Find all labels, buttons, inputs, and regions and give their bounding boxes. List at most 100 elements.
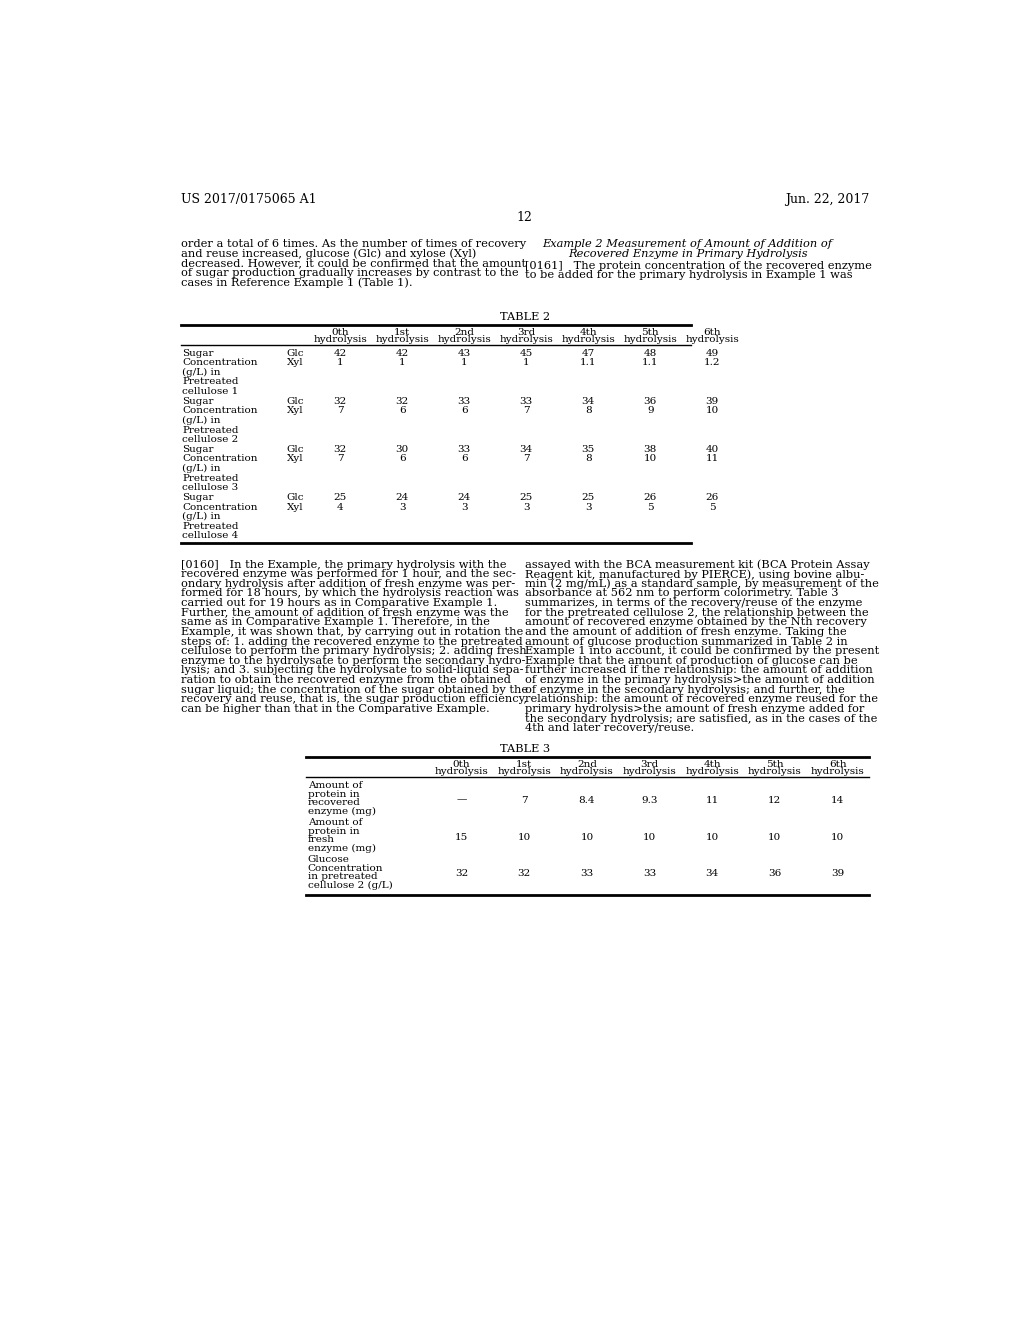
- Text: hydrolysis: hydrolysis: [498, 767, 551, 776]
- Text: 36: 36: [644, 397, 657, 405]
- Text: Jun. 22, 2017: Jun. 22, 2017: [784, 193, 869, 206]
- Text: Concentration: Concentration: [308, 863, 383, 873]
- Text: (g/L) in: (g/L) in: [182, 416, 221, 425]
- Text: hydrolysis: hydrolysis: [623, 767, 677, 776]
- Text: 25: 25: [520, 492, 532, 502]
- Text: hydrolysis: hydrolysis: [435, 767, 488, 776]
- Text: steps of: 1. adding the recovered enzyme to the pretreated: steps of: 1. adding the recovered enzyme…: [180, 636, 522, 647]
- Text: amount of recovered enzyme obtained by the Nth recovery: amount of recovered enzyme obtained by t…: [524, 618, 866, 627]
- Text: Sugar: Sugar: [182, 445, 214, 454]
- Text: for the pretreated cellulose 2, the relationship between the: for the pretreated cellulose 2, the rela…: [524, 607, 868, 618]
- Text: —: —: [457, 796, 467, 805]
- Text: cellulose 2: cellulose 2: [182, 436, 239, 445]
- Text: 35: 35: [582, 445, 595, 454]
- Text: 10: 10: [581, 833, 594, 842]
- Text: 3: 3: [523, 503, 529, 512]
- Text: 7: 7: [523, 407, 529, 416]
- Text: 32: 32: [517, 870, 530, 879]
- Text: 6th: 6th: [828, 760, 847, 768]
- Text: 40: 40: [706, 445, 719, 454]
- Text: 3rd: 3rd: [640, 760, 658, 768]
- Text: Glc: Glc: [287, 445, 304, 454]
- Text: Glc: Glc: [287, 492, 304, 502]
- Text: hydrolysis: hydrolysis: [376, 335, 429, 345]
- Text: 32: 32: [455, 870, 468, 879]
- Text: Reagent kit, manufactured by PIERCE), using bovine albu-: Reagent kit, manufactured by PIERCE), us…: [524, 569, 864, 579]
- Text: 32: 32: [334, 397, 347, 405]
- Text: to be added for the primary hydrolysis in Example 1 was: to be added for the primary hydrolysis i…: [524, 271, 852, 280]
- Text: 3: 3: [399, 503, 406, 512]
- Text: cellulose 2 (g/L): cellulose 2 (g/L): [308, 880, 392, 890]
- Text: Xyl: Xyl: [287, 358, 304, 367]
- Text: 2nd: 2nd: [455, 327, 474, 337]
- Text: 15: 15: [455, 833, 468, 842]
- Text: 42: 42: [334, 348, 347, 358]
- Text: 36: 36: [768, 870, 781, 879]
- Text: Concentration: Concentration: [182, 503, 258, 512]
- Text: 7: 7: [521, 796, 527, 805]
- Text: 3: 3: [461, 503, 468, 512]
- Text: 5th: 5th: [766, 760, 783, 768]
- Text: 30: 30: [395, 445, 409, 454]
- Text: Xyl: Xyl: [287, 454, 304, 463]
- Text: 7: 7: [337, 454, 344, 463]
- Text: Xyl: Xyl: [287, 503, 304, 512]
- Text: Further, the amount of addition of fresh enzyme was the: Further, the amount of addition of fresh…: [180, 607, 508, 618]
- Text: 10: 10: [706, 407, 719, 416]
- Text: 10: 10: [517, 833, 530, 842]
- Text: hydrolysis: hydrolysis: [685, 335, 739, 345]
- Text: same as in Comparative Example 1. Therefore, in the: same as in Comparative Example 1. Theref…: [180, 618, 489, 627]
- Text: 9: 9: [647, 407, 653, 416]
- Text: 6: 6: [399, 454, 406, 463]
- Text: 26: 26: [706, 492, 719, 502]
- Text: Amount of: Amount of: [308, 818, 362, 828]
- Text: cellulose to perform the primary hydrolysis; 2. adding fresh: cellulose to perform the primary hydroly…: [180, 647, 526, 656]
- Text: order a total of 6 times. As the number of times of recovery: order a total of 6 times. As the number …: [180, 239, 526, 249]
- Text: ondary hydrolysis after addition of fresh enzyme was per-: ondary hydrolysis after addition of fres…: [180, 579, 515, 589]
- Text: cellulose 1: cellulose 1: [182, 387, 239, 396]
- Text: enzyme (mg): enzyme (mg): [308, 843, 376, 853]
- Text: 1.2: 1.2: [705, 358, 721, 367]
- Text: 33: 33: [458, 397, 471, 405]
- Text: Pretreated: Pretreated: [182, 378, 239, 387]
- Text: 5: 5: [709, 503, 716, 512]
- Text: and reuse increased, glucose (Glc) and xylose (Xyl): and reuse increased, glucose (Glc) and x…: [180, 249, 476, 260]
- Text: Pretreated: Pretreated: [182, 474, 239, 483]
- Text: Concentration: Concentration: [182, 358, 258, 367]
- Text: (g/L) in: (g/L) in: [182, 465, 221, 473]
- Text: Pretreated: Pretreated: [182, 425, 239, 434]
- Text: 1st: 1st: [394, 327, 411, 337]
- Text: amount of glucose production summarized in Table 2 in: amount of glucose production summarized …: [524, 636, 848, 647]
- Text: 6th: 6th: [703, 327, 721, 337]
- Text: 14: 14: [830, 796, 844, 805]
- Text: hydrolysis: hydrolysis: [313, 335, 368, 345]
- Text: 1.1: 1.1: [642, 358, 658, 367]
- Text: hydrolysis: hydrolysis: [624, 335, 677, 345]
- Text: 32: 32: [395, 397, 409, 405]
- Text: sugar liquid; the concentration of the sugar obtained by the: sugar liquid; the concentration of the s…: [180, 685, 527, 694]
- Text: 25: 25: [334, 492, 347, 502]
- Text: Glucose: Glucose: [308, 855, 349, 865]
- Text: lysis; and 3. subjecting the hydrolysate to solid-liquid sepa-: lysis; and 3. subjecting the hydrolysate…: [180, 665, 523, 676]
- Text: 39: 39: [706, 397, 719, 405]
- Text: assayed with the BCA measurement kit (BCA Protein Assay: assayed with the BCA measurement kit (BC…: [524, 560, 869, 570]
- Text: 11: 11: [706, 796, 719, 805]
- Text: 42: 42: [395, 348, 409, 358]
- Text: of sugar production gradually increases by contrast to the: of sugar production gradually increases …: [180, 268, 518, 279]
- Text: Example that the amount of production of glucose can be: Example that the amount of production of…: [524, 656, 857, 665]
- Text: Sugar: Sugar: [182, 348, 214, 358]
- Text: relationship: the amount of recovered enzyme reused for the: relationship: the amount of recovered en…: [524, 694, 878, 705]
- Text: Concentration: Concentration: [182, 454, 258, 463]
- Text: 38: 38: [644, 445, 657, 454]
- Text: recovery and reuse, that is, the sugar production efficiency,: recovery and reuse, that is, the sugar p…: [180, 694, 526, 705]
- Text: and the amount of addition of fresh enzyme. Taking the: and the amount of addition of fresh enzy…: [524, 627, 847, 638]
- Text: hydrolysis: hydrolysis: [560, 767, 613, 776]
- Text: 10: 10: [768, 833, 781, 842]
- Text: hydrolysis: hydrolysis: [500, 335, 553, 345]
- Text: 12: 12: [517, 211, 532, 224]
- Text: 1st: 1st: [516, 760, 532, 768]
- Text: [0160]   In the Example, the primary hydrolysis with the: [0160] In the Example, the primary hydro…: [180, 560, 506, 569]
- Text: 24: 24: [395, 492, 409, 502]
- Text: 47: 47: [582, 348, 595, 358]
- Text: US 2017/0175065 A1: US 2017/0175065 A1: [180, 193, 316, 206]
